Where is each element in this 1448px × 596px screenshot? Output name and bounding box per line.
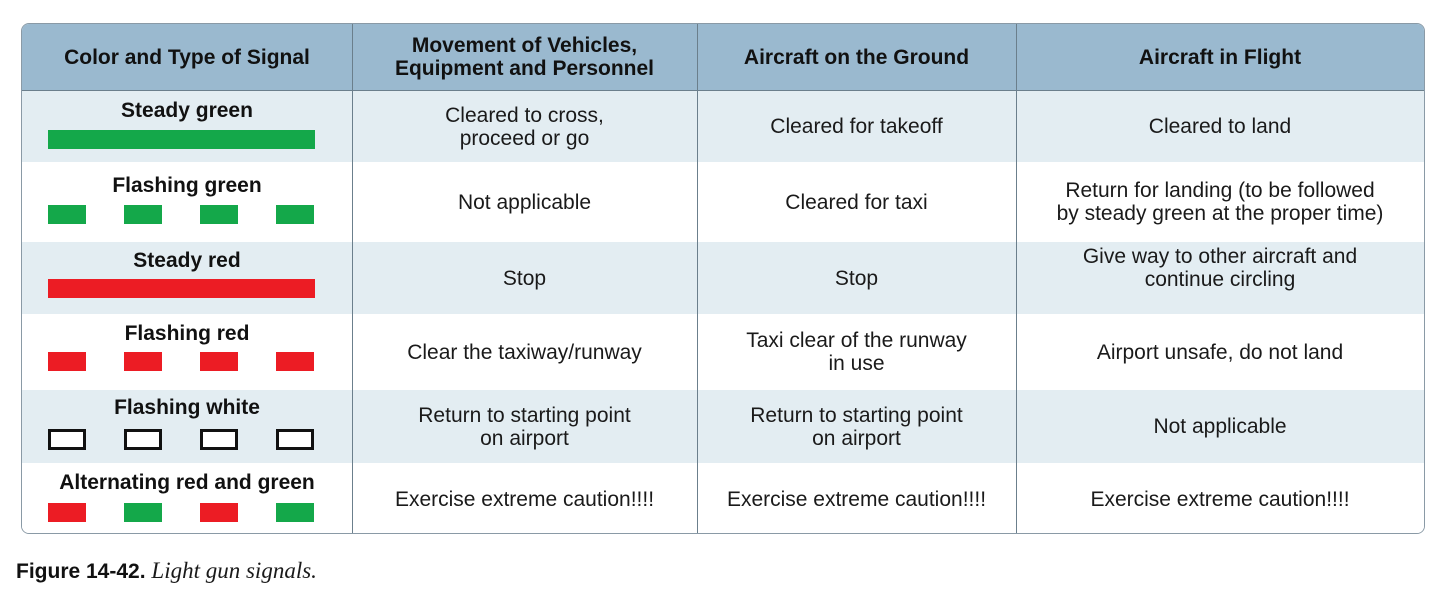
column-divider <box>352 463 353 533</box>
ground-cell: Cleared for takeoff <box>770 115 943 138</box>
column-divider <box>697 390 698 463</box>
column-divider <box>1016 91 1017 162</box>
header-ground: Aircraft on the Ground <box>743 45 970 69</box>
figure-caption: Figure 14-42. Light gun signals. <box>16 558 317 585</box>
table-row: Flashing red Clear the taxiway/runway Ta… <box>22 314 1424 390</box>
table-row: Steady green Cleared to cross, proceed o… <box>22 91 1424 162</box>
column-divider <box>1016 463 1017 533</box>
flight-cell: Exercise extreme caution!!!! <box>1090 487 1350 511</box>
flight-cell: Airport unsafe, do not land <box>1096 340 1344 364</box>
signal-label: Flashing red <box>124 322 250 345</box>
flight-cell: Return for landing (to be followed by st… <box>1056 179 1384 225</box>
signal-label: Steady red <box>133 249 241 272</box>
alternating-red-segment <box>200 503 238 522</box>
column-divider <box>697 91 698 162</box>
signal-cell: Flashing white <box>22 390 352 463</box>
vehicles-cell: Stop <box>502 266 547 290</box>
column-divider <box>1016 162 1017 242</box>
figure-number: Figure 14-42. <box>16 560 146 583</box>
flashing-red-segment <box>48 352 86 371</box>
ground-cell: Stop <box>834 266 879 290</box>
column-divider <box>697 162 698 242</box>
vehicles-cell: Cleared to cross, proceed or go <box>445 103 604 150</box>
vehicles-cell: Clear the taxiway/runway <box>407 340 642 364</box>
header-flight: Aircraft in Flight <box>1138 45 1302 69</box>
column-divider <box>352 91 353 162</box>
signal-label: Alternating red and green <box>59 471 315 494</box>
header-signal: Color and Type of Signal <box>64 45 310 69</box>
table-row: Flashing white Return to starting point … <box>22 390 1424 463</box>
alternating-green-segment <box>124 503 162 522</box>
column-divider <box>352 162 353 242</box>
ground-cell: Return to starting point on airport <box>750 403 963 450</box>
column-divider <box>352 24 353 90</box>
ground-cell: Taxi clear of the runway in use <box>746 329 967 375</box>
signal-cell: Flashing green <box>22 162 352 242</box>
signal-label: Flashing green <box>112 174 262 197</box>
column-divider <box>697 24 698 90</box>
column-divider <box>352 242 353 314</box>
flashing-white-segment <box>276 429 314 450</box>
alternating-green-segment <box>276 503 314 522</box>
column-divider <box>1016 314 1017 390</box>
signal-cell: Steady red <box>22 242 352 314</box>
flight-cell: Give way to other aircraft and continue … <box>1082 245 1358 291</box>
alternating-red-segment <box>48 503 86 522</box>
signal-cell: Alternating red and green <box>22 463 352 533</box>
ground-cell: Cleared for taxi <box>785 190 928 214</box>
table-row: Flashing green Not applicable Cleared fo… <box>22 162 1424 242</box>
flashing-green-segment <box>124 205 162 224</box>
ground-cell: Exercise extreme caution!!!! <box>726 487 987 511</box>
flight-cell: Not applicable <box>1153 415 1287 438</box>
column-divider <box>352 314 353 390</box>
table-header-row: Color and Type of Signal Movement of Veh… <box>22 24 1424 91</box>
header-vehicles: Movement of Vehicles, Equipment and Pers… <box>394 34 655 80</box>
signal-label: Steady green <box>121 99 253 122</box>
flashing-white-segment <box>124 429 162 450</box>
flashing-red-segment <box>276 352 314 371</box>
column-divider <box>1016 390 1017 463</box>
column-divider <box>697 242 698 314</box>
steady-red-bar <box>48 279 315 298</box>
column-divider <box>1016 24 1017 90</box>
flashing-red-segment <box>124 352 162 371</box>
figure-description: Light gun signals. <box>151 558 317 583</box>
signal-label: Flashing white <box>114 396 260 419</box>
steady-green-bar <box>48 130 315 149</box>
light-gun-signals-table: Color and Type of Signal Movement of Veh… <box>21 23 1425 534</box>
flashing-green-segment <box>276 205 314 224</box>
flashing-red-segment <box>200 352 238 371</box>
vehicles-cell: Return to starting point on airport <box>418 403 631 450</box>
flight-cell: Cleared to land <box>1148 115 1292 138</box>
column-divider <box>1016 242 1017 314</box>
signal-cell: Flashing red <box>22 314 352 390</box>
flashing-green-segment <box>200 205 238 224</box>
vehicles-cell: Exercise extreme caution!!!! <box>394 487 655 511</box>
table-row: Alternating red and green Exercise extre… <box>22 463 1424 533</box>
flashing-white-segment <box>200 429 238 450</box>
flashing-green-segment <box>48 205 86 224</box>
column-divider <box>352 390 353 463</box>
flashing-white-segment <box>48 429 86 450</box>
signal-cell: Steady green <box>22 91 352 162</box>
table-row: Steady red Stop Stop Give way to other a… <box>22 242 1424 314</box>
vehicles-cell: Not applicable <box>457 190 592 214</box>
column-divider <box>697 463 698 533</box>
column-divider <box>697 314 698 390</box>
